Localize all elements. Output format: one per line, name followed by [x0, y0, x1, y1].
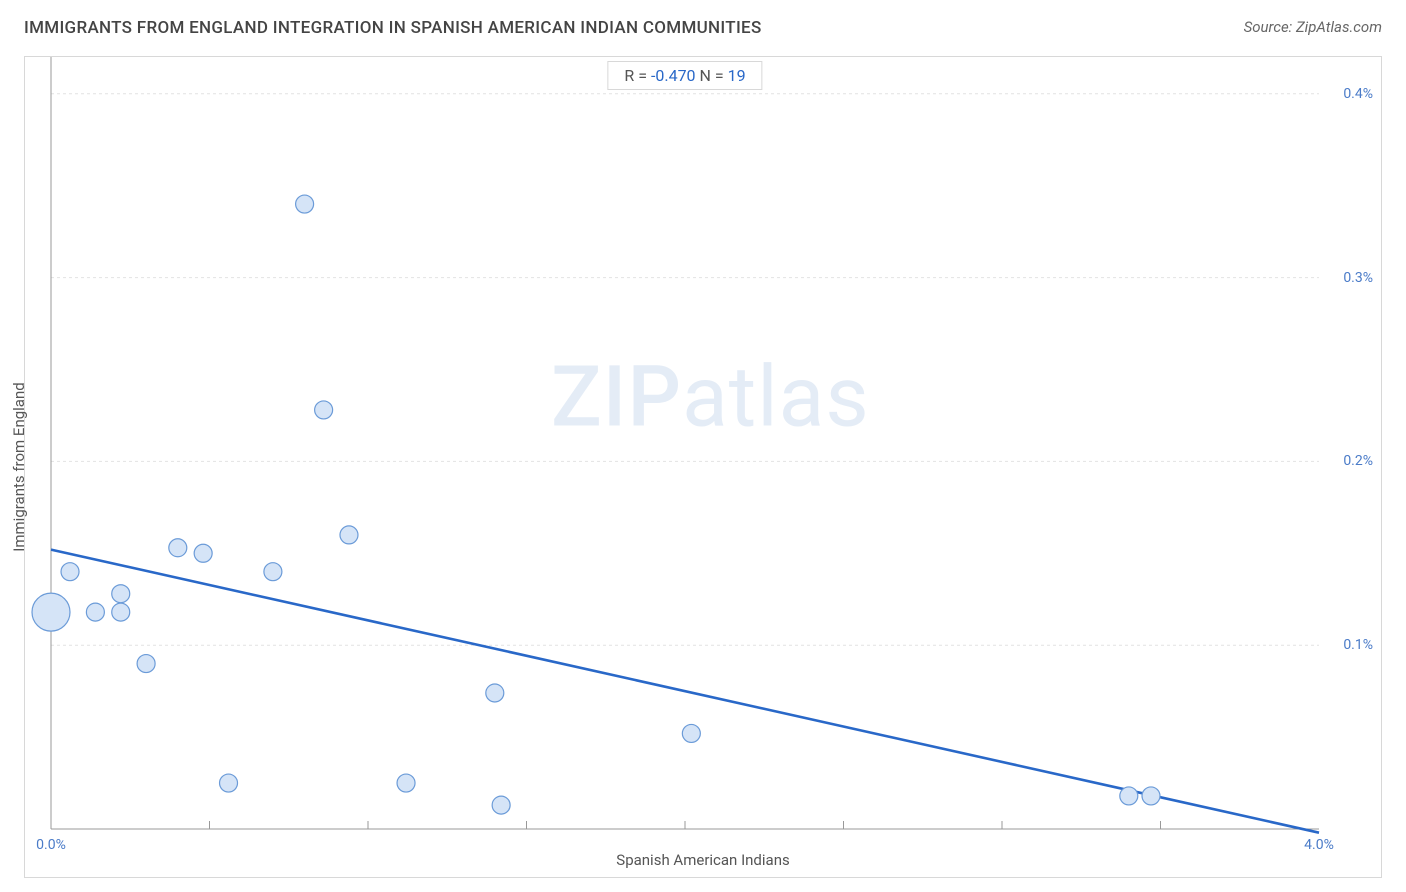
data-point	[112, 585, 130, 603]
data-point	[1120, 787, 1138, 805]
data-point	[340, 526, 358, 544]
data-point	[486, 684, 504, 702]
x-tick-label: 0.0%	[36, 837, 66, 853]
data-point	[137, 655, 155, 673]
data-point	[264, 563, 282, 581]
y-axis-label: Immigrants from England	[10, 382, 28, 551]
plot-area: ZIPatlas R = -0.470 N = 19	[51, 57, 1319, 829]
x-tick-label: 4.0%	[1304, 837, 1334, 853]
data-point	[194, 544, 212, 562]
n-label: N =	[696, 66, 728, 85]
y-tick-label: 0.2%	[1343, 453, 1373, 469]
stats-box: R = -0.470 N = 19	[607, 61, 762, 90]
data-point	[32, 593, 70, 631]
source-attribution: Source: ZipAtlas.com	[1244, 18, 1382, 36]
chart-container: Immigrants from England Spanish American…	[24, 56, 1382, 878]
data-point	[315, 401, 333, 419]
data-point	[169, 539, 187, 557]
n-value: 19	[728, 66, 746, 85]
r-label: R =	[624, 66, 651, 85]
y-tick-label: 0.4%	[1343, 86, 1373, 102]
y-tick-label: 0.1%	[1343, 637, 1373, 653]
data-point	[296, 195, 314, 213]
data-point	[86, 603, 104, 621]
data-point	[61, 563, 79, 581]
x-axis-label: Spanish American Indians	[616, 851, 789, 869]
data-point	[220, 774, 238, 792]
r-value: -0.470	[651, 66, 696, 85]
data-point	[397, 774, 415, 792]
data-point	[1142, 787, 1160, 805]
data-point	[492, 796, 510, 814]
chart-title: IMMIGRANTS FROM ENGLAND INTEGRATION IN S…	[24, 18, 762, 38]
data-point	[112, 603, 130, 621]
scatter-plot-svg	[51, 57, 1319, 829]
y-tick-label: 0.3%	[1343, 270, 1373, 286]
data-point	[682, 724, 700, 742]
